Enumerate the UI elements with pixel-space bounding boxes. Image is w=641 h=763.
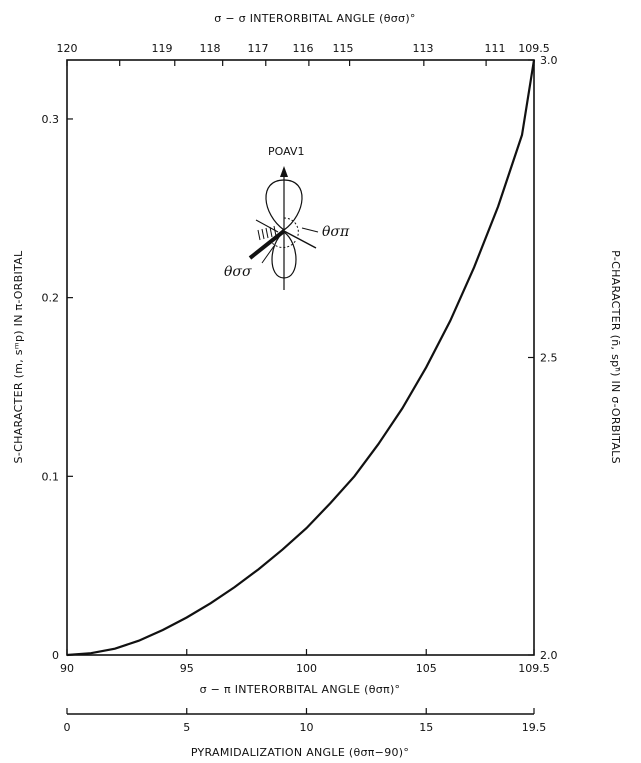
top-tick-label: 109.5 [518,42,550,55]
upper-lobe [265,179,303,231]
sigma-sigma-pointer [261,245,275,264]
sigma-bond-right [283,230,317,249]
secondary-tick-label: 5 [183,721,190,734]
top-tick-label: 118 [200,42,221,55]
secondary-tick-label: 0 [64,721,71,734]
secondary-axis: 0 5 10 15 19.5 [64,708,547,734]
right-tick-label: 3.0 [540,54,558,67]
left-tick-label: 0.3 [42,113,60,126]
top-tick-label: 120 [57,42,78,55]
secondary-axis-label: PYRAMIDALIZATION ANGLE (θσπ−90)° [191,746,409,759]
sigma-bond-hatched [255,219,279,241]
top-tick-label: 116 [293,42,314,55]
theta-sigma-pi-label: θσπ [322,224,350,240]
bottom-tick-label: 100 [296,662,317,675]
bottom-tick-label: 90 [60,662,74,675]
right-axis-label: P-CHARACTER (n̄, spⁿ̄) IN σ-ORBITALS [609,250,622,464]
sigma-pi-pointer [301,227,319,233]
left-tick-label: 0.2 [42,292,60,305]
left-axis: 0 0.1 0.2 0.3 [42,113,73,662]
right-axis: 2.0 2.5 3.0 [528,54,558,662]
right-tick-label: 2.5 [540,352,558,365]
lower-lobe [271,231,297,279]
bottom-tick-label: 109.5 [518,662,550,675]
secondary-tick-label: 10 [299,721,313,734]
theta-sigma-sigma-label: θσσ [224,264,252,280]
sigma-bond-heavy [248,229,286,260]
top-axis: 120 119 118 117 116 115 113 111 109.5 [57,42,550,66]
bottom-tick-label: 95 [180,662,194,675]
top-tick-label: 117 [248,42,269,55]
orbital-inset: POAV1 θσπ θσσ [224,145,350,290]
bottom-axis-label: σ − π INTERORBITAL ANGLE (θσπ)° [200,683,401,696]
left-tick-label: 0.1 [42,470,60,483]
top-tick-label: 111 [485,42,506,55]
top-axis-label: σ − σ INTERORBITAL ANGLE (θσσ)° [214,12,415,25]
poav-arrow-icon [280,166,288,177]
secondary-tick-label: 15 [419,721,433,734]
sigma-sigma-arc [269,239,297,249]
s-character-curve [66,59,536,657]
top-tick-label: 119 [152,42,173,55]
top-tick-label: 113 [413,42,434,55]
left-tick-label: 0 [52,649,59,662]
sigma-pi-arc [283,217,299,239]
top-tick-label: 115 [333,42,354,55]
secondary-tick-label: 19.5 [522,721,547,734]
bottom-tick-label: 105 [416,662,437,675]
bottom-axis: 90 95 100 105 109.5 [60,649,550,675]
left-axis-label: S-CHARACTER (m, sᵐp) IN π-ORBITAL [12,250,25,463]
poav-label: POAV1 [268,145,304,158]
right-tick-label: 2.0 [540,649,558,662]
